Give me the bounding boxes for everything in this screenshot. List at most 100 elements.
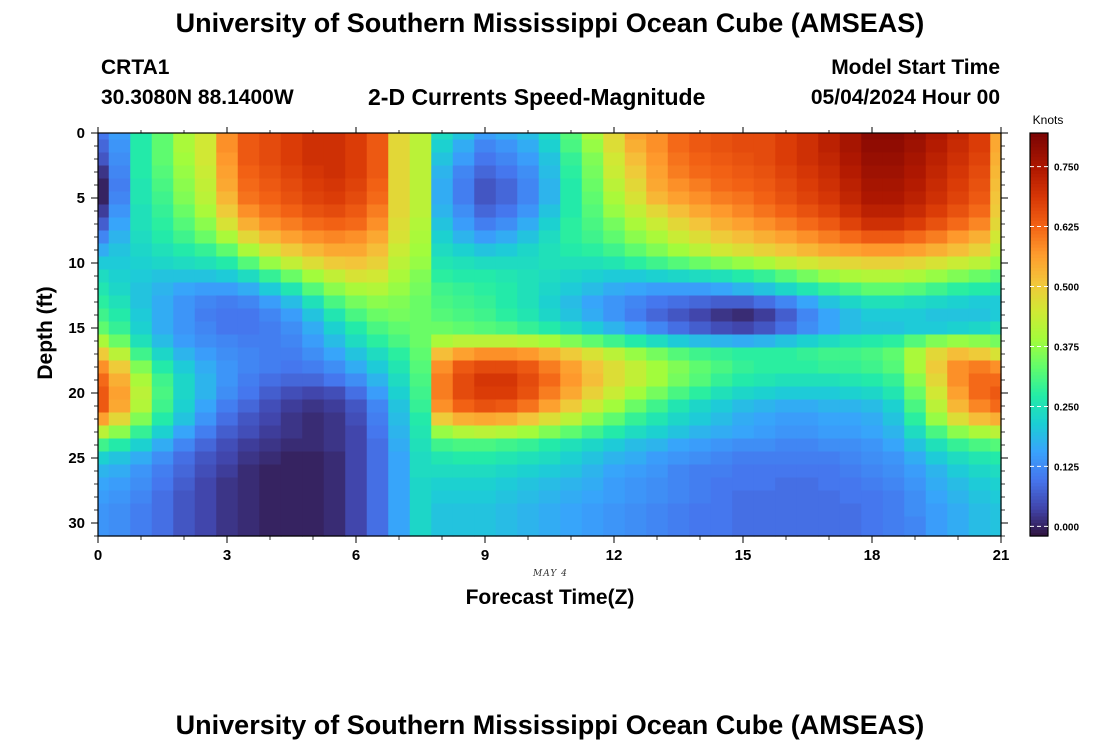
heatmap-cell (710, 217, 733, 232)
colorbar-tick-label: 0.625 (1054, 223, 1079, 234)
heatmap-cell (302, 516, 325, 531)
heatmap-cell (990, 178, 1002, 193)
heatmap-cell (775, 204, 798, 219)
heatmap-cell (775, 425, 798, 440)
heatmap-cell (646, 204, 669, 219)
colorbar-segment (1030, 176, 1048, 181)
heatmap-cell (388, 230, 411, 245)
heatmap-cell (775, 139, 798, 154)
heatmap-cell (517, 529, 540, 537)
heatmap-cell (517, 490, 540, 505)
heatmap-cell (216, 217, 239, 232)
heatmap-cell (151, 386, 174, 401)
heatmap-cell (818, 373, 841, 388)
heatmap-cell (130, 503, 153, 518)
heatmap-cell (710, 165, 733, 180)
heatmap-cell (839, 438, 862, 453)
heatmap-cell (345, 282, 368, 297)
heatmap-cell (259, 165, 282, 180)
heatmap-cell (990, 269, 1002, 284)
heatmap-cell (173, 516, 196, 531)
heatmap-cell (302, 256, 325, 271)
colorbar-segment (1030, 465, 1048, 470)
heatmap-cell (947, 516, 970, 531)
heatmap-cell (796, 178, 819, 193)
heatmap-cell (861, 178, 884, 193)
heatmap-cell (667, 438, 690, 453)
heatmap-cell (431, 217, 454, 232)
heatmap-cell (345, 217, 368, 232)
heatmap-cell (968, 243, 991, 258)
heatmap-cell (216, 282, 239, 297)
heatmap-cell (689, 334, 712, 349)
heatmap-cell (237, 451, 260, 466)
heatmap-cell (732, 321, 755, 336)
colorbar-segment (1030, 169, 1048, 174)
heatmap-cell (968, 373, 991, 388)
heatmap-cell (280, 451, 303, 466)
heatmap-cell (667, 282, 690, 297)
heatmap-cell (710, 334, 733, 349)
heatmap-cell (818, 165, 841, 180)
heatmap-cell (237, 295, 260, 310)
heatmap-cell (925, 490, 948, 505)
heatmap-cell (302, 191, 325, 206)
product-title: 2-D Currents Speed-Magnitude (368, 84, 706, 110)
heatmap-cell (882, 133, 905, 141)
heatmap-cell (474, 425, 497, 440)
heatmap-cell (173, 152, 196, 167)
heatmap-cell (538, 321, 561, 336)
heatmap-cell (753, 334, 776, 349)
heatmap-cell (151, 243, 174, 258)
heatmap-cell (689, 243, 712, 258)
colorbar-segment (1030, 149, 1048, 154)
heatmap-cell (925, 321, 948, 336)
heatmap-cell (925, 477, 948, 492)
colorbar-segment (1030, 331, 1048, 336)
heatmap-cell (302, 321, 325, 336)
heatmap-cell (839, 360, 862, 375)
heatmap-cell (452, 334, 475, 349)
heatmap-cell (753, 256, 776, 271)
heatmap-cell (646, 308, 669, 323)
heatmap-cell (474, 243, 497, 258)
heatmap-cell (517, 425, 540, 440)
heatmap-cell (839, 243, 862, 258)
heatmap-cell (173, 230, 196, 245)
heatmap-cell (130, 178, 153, 193)
heatmap-cell (538, 152, 561, 167)
heatmap-cell (861, 295, 884, 310)
colorbar-segment (1030, 505, 1048, 510)
colorbar-segment (1030, 398, 1048, 403)
heatmap-cell (431, 243, 454, 258)
heatmap-cell (667, 399, 690, 414)
heatmap-cell (474, 230, 497, 245)
station-coordinates: 30.3080N 88.1400W (101, 86, 294, 109)
heatmap-cell (194, 269, 217, 284)
heatmap-cell (904, 139, 927, 154)
heatmap-cell (624, 386, 647, 401)
heatmap-cell (216, 529, 239, 537)
heatmap-cell (603, 295, 626, 310)
heatmap-cell (925, 178, 948, 193)
heatmap-cell (796, 399, 819, 414)
heatmap-cell (861, 399, 884, 414)
heatmap-cell (990, 347, 1002, 362)
heatmap-cell (517, 438, 540, 453)
heatmap-cell (259, 464, 282, 479)
heatmap-cell (839, 477, 862, 492)
y-tick-label: 0 (77, 125, 85, 142)
heatmap-cell (624, 490, 647, 505)
heatmap-cell (968, 269, 991, 284)
heatmap-cell (667, 139, 690, 154)
heatmap-cell (753, 269, 776, 284)
heatmap-cell (280, 503, 303, 518)
heatmap-cell (560, 269, 583, 284)
heatmap-cell (667, 386, 690, 401)
heatmap-cell (108, 386, 131, 401)
heatmap-cell (667, 217, 690, 232)
heatmap-cell (409, 373, 432, 388)
heatmap-cell (474, 412, 497, 427)
heatmap-cell (560, 152, 583, 167)
heatmap-cell (968, 217, 991, 232)
